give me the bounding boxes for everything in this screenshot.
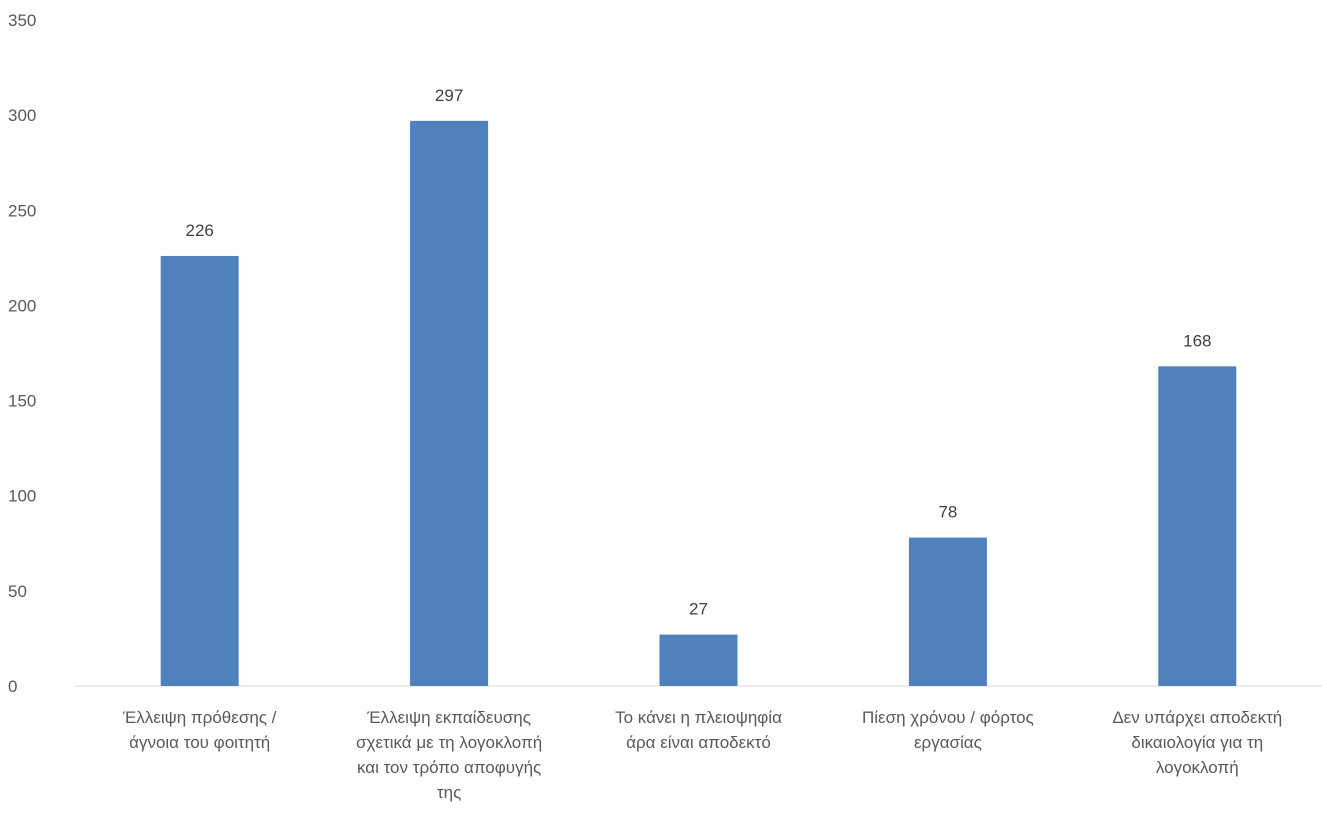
x-axis: Έλλειψη πρόθεσης / άγνοια του φοιτητήΈλλε… — [122, 708, 1282, 802]
x-tick-label-line: δικαιολογία για τη — [1131, 733, 1263, 752]
x-tick-label-line: και τον τρόπο αποφυγής — [357, 758, 541, 777]
data-label: 297 — [435, 86, 463, 105]
bars — [160, 120, 1237, 686]
y-tick-label: 100 — [8, 487, 36, 506]
bar — [160, 255, 239, 686]
x-tick-label-line: λογοκλοπή — [1156, 758, 1239, 777]
bar — [659, 634, 738, 686]
data-label: 168 — [1183, 331, 1211, 350]
data-label: 78 — [938, 503, 957, 522]
data-label: 27 — [689, 600, 708, 619]
x-tick-label-line: Πίεση χρόνου / φόρτος — [862, 708, 1034, 727]
x-tick-label: Έλλειψη πρόθεσης / άγνοια του φοιτητή — [122, 708, 277, 752]
y-tick-label: 350 — [8, 11, 36, 30]
bar — [410, 120, 489, 686]
x-tick-label-line: της — [437, 783, 461, 802]
x-tick-label-line: εργασίας — [914, 733, 982, 752]
y-tick-label: 0 — [8, 677, 17, 696]
x-tick-label: Το κάνει η πλειοψηφία άρα είναι αποδεκτό — [615, 708, 782, 752]
bar — [1158, 366, 1237, 686]
y-tick-label: 250 — [8, 201, 36, 220]
y-axis: 0 50 100 150 200 250 300 350 — [8, 11, 36, 696]
y-tick-label: 200 — [8, 296, 36, 315]
x-tick-label-line: Δεν υπάρχει αποδεκτή — [1112, 708, 1282, 727]
y-tick-label: 50 — [8, 582, 27, 601]
x-tick-label: Δεν υπάρχει αποδεκτή δικαιολογία για τη λο… — [1112, 708, 1282, 777]
y-tick-label: 300 — [8, 106, 36, 125]
bar — [908, 537, 987, 686]
data-label: 226 — [186, 221, 214, 240]
x-tick-label: Πίεση χρόνου / φόρτος εργασίας — [862, 708, 1034, 752]
x-tick-label-line: άγνοια του φοιτητή — [129, 733, 270, 752]
x-tick-label-line: σχετικά με τη λογοκλοπή — [356, 733, 542, 752]
x-tick-label-line: άρα είναι αποδεκτό — [626, 733, 771, 752]
x-tick-label-line: Το κάνει η πλειοψηφία — [615, 708, 782, 727]
data-labels: 226 297 27 78 168 — [186, 86, 1212, 619]
x-tick-label-line: Έλλειψη πρόθεσης / — [122, 708, 277, 727]
y-tick-label: 150 — [8, 392, 36, 411]
x-tick-label-line: Έλλειψη εκπαίδευσης — [366, 708, 531, 727]
x-tick-label: Έλλειψη εκπαίδευσης σχετικά με τη λογοκλο… — [356, 708, 542, 802]
